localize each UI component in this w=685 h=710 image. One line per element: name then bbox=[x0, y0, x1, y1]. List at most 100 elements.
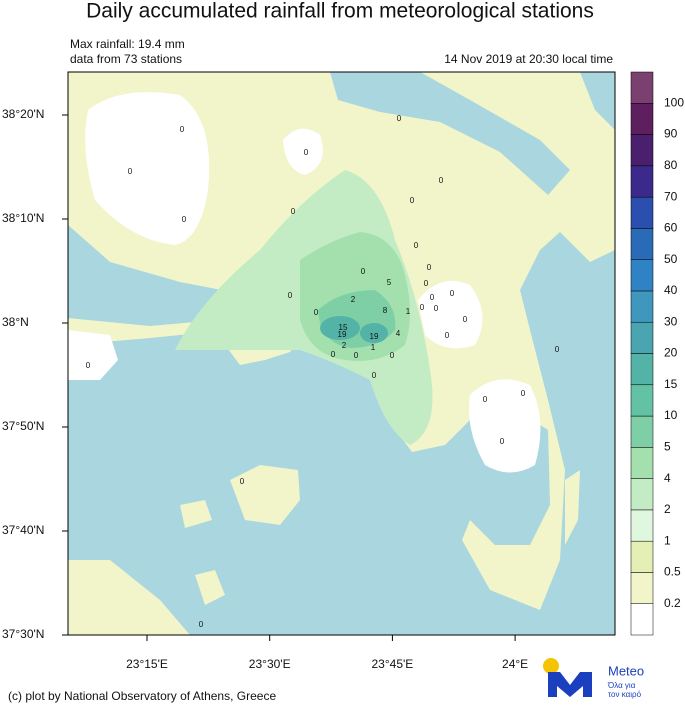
logo-tagline: Όλα για bbox=[607, 681, 636, 690]
logo-name: Meteo bbox=[608, 663, 644, 678]
rain-core bbox=[360, 323, 388, 343]
station-count: data from 73 stations bbox=[70, 52, 182, 66]
colorbar-bin bbox=[630, 353, 654, 386]
colorbar-label: 15 bbox=[664, 377, 678, 391]
axes: 38°20'N 38°10'N 38°N 37°50'N 37°40'N 37°30'N 2… bbox=[2, 107, 528, 671]
dry-area bbox=[85, 92, 210, 245]
colorbar-label: 100 bbox=[664, 95, 684, 109]
colorbar-label: 2 bbox=[664, 502, 671, 516]
dry-area bbox=[469, 379, 541, 473]
station-value: 2 bbox=[342, 341, 347, 350]
station-value: 1 bbox=[371, 343, 376, 352]
colorbar-bin bbox=[630, 415, 654, 448]
station-value: 0 bbox=[483, 395, 488, 404]
colorbar-bin bbox=[630, 384, 654, 417]
colorbar-label: 20 bbox=[664, 346, 678, 360]
colorbar-label: 90 bbox=[664, 127, 678, 141]
colorbar-bin bbox=[630, 196, 654, 229]
logo-mark bbox=[548, 672, 592, 697]
station-value: 0 bbox=[288, 291, 293, 300]
station-value: 19 bbox=[338, 330, 347, 339]
station-value: 0 bbox=[304, 148, 309, 157]
station-value: 0 bbox=[182, 215, 187, 224]
station-value: 4 bbox=[396, 329, 401, 338]
lat-label: 37°50'N bbox=[2, 419, 44, 433]
station-value: 0 bbox=[424, 279, 429, 288]
station-value: 0 bbox=[390, 351, 395, 360]
colorbar-bin bbox=[630, 165, 654, 198]
station-value: 0 bbox=[434, 304, 439, 313]
colorbar-bin bbox=[630, 447, 654, 479]
colorbar-label: 5 bbox=[664, 440, 671, 454]
colorbar-bin bbox=[630, 71, 654, 104]
west-gulf bbox=[68, 225, 240, 326]
colorbar-bin bbox=[630, 478, 654, 511]
island bbox=[565, 470, 580, 545]
colorbar-label: 80 bbox=[664, 158, 678, 172]
colorbar-bin bbox=[630, 103, 654, 135]
station-value: 0 bbox=[420, 303, 425, 312]
timestamp: 14 Nov 2019 at 20:30 local time bbox=[444, 52, 613, 66]
aegina bbox=[230, 465, 300, 525]
colorbar-label: 60 bbox=[664, 221, 678, 235]
station-value: 0 bbox=[445, 331, 450, 340]
peninsula bbox=[68, 560, 190, 635]
station-value: 8 bbox=[383, 306, 388, 315]
colorbar-bin bbox=[630, 134, 654, 167]
station-value: 0 bbox=[361, 267, 366, 276]
colorbar-label: 4 bbox=[664, 471, 671, 485]
colorbar-bin bbox=[630, 603, 654, 636]
station-value: 0 bbox=[86, 361, 91, 370]
station-value: 5 bbox=[387, 278, 392, 287]
station-value: 0 bbox=[397, 114, 402, 123]
colorbar-bin bbox=[630, 290, 654, 323]
station-value: 0 bbox=[354, 351, 359, 360]
station-value: 0 bbox=[372, 371, 377, 380]
station-value: 0 bbox=[555, 345, 560, 354]
station-value: 19 bbox=[370, 332, 379, 341]
lat-label: 38°20'N bbox=[2, 107, 44, 121]
station-value: 0 bbox=[439, 176, 444, 185]
colorbar-bin bbox=[630, 321, 654, 354]
max-rainfall: Max rainfall: 19.4 mm bbox=[70, 37, 185, 51]
colorbar-label: 1 bbox=[664, 533, 671, 547]
logo-tagline: τον καιρό bbox=[608, 690, 642, 699]
map-frame bbox=[67, 71, 616, 636]
north-gulf bbox=[330, 72, 570, 195]
station-value: 0 bbox=[180, 125, 185, 134]
colorbar-label: 40 bbox=[664, 283, 678, 297]
sea bbox=[580, 72, 615, 130]
lat-label: 37°40'N bbox=[2, 523, 44, 537]
dry-area bbox=[283, 128, 323, 175]
station-value: 1 bbox=[406, 307, 411, 316]
colorbar-bin bbox=[630, 228, 654, 260]
lat-label: 38°10'N bbox=[2, 211, 44, 225]
station-value: 0 bbox=[240, 477, 245, 486]
station-value: 0 bbox=[463, 315, 468, 324]
station-value: 0 bbox=[128, 167, 133, 176]
island bbox=[180, 500, 212, 528]
station-value: 0 bbox=[199, 620, 204, 629]
station-value: 0 bbox=[500, 437, 505, 446]
station-value: 0 bbox=[450, 289, 455, 298]
colorbar-label: 50 bbox=[664, 252, 678, 266]
logo: Meteo Όλα για τον καιρό bbox=[543, 658, 644, 699]
station-value: 15 bbox=[339, 323, 348, 332]
colorbar-bin bbox=[630, 259, 654, 292]
dry-area bbox=[68, 330, 118, 380]
colorbar: 0.2 0.5 1 2 4 5 10 15 20 30 40 50 60 70 80 90 100 bbox=[630, 71, 684, 636]
station-value: 0 bbox=[427, 263, 432, 272]
lon-label: 24°E bbox=[502, 657, 528, 671]
credit: (c) plot by National Observatory of Athe… bbox=[8, 689, 276, 703]
station-value: 0 bbox=[521, 389, 526, 398]
station-value: 0 bbox=[430, 293, 435, 302]
colorbar-label: 10 bbox=[664, 408, 678, 422]
station-value: 0 bbox=[291, 207, 296, 216]
lat-label: 37°30'N bbox=[2, 627, 44, 641]
lon-label: 23°45'E bbox=[372, 657, 414, 671]
colorbar-bin bbox=[630, 572, 654, 604]
dry-area bbox=[418, 280, 483, 349]
colorbar-label: 0.2 bbox=[664, 596, 681, 610]
